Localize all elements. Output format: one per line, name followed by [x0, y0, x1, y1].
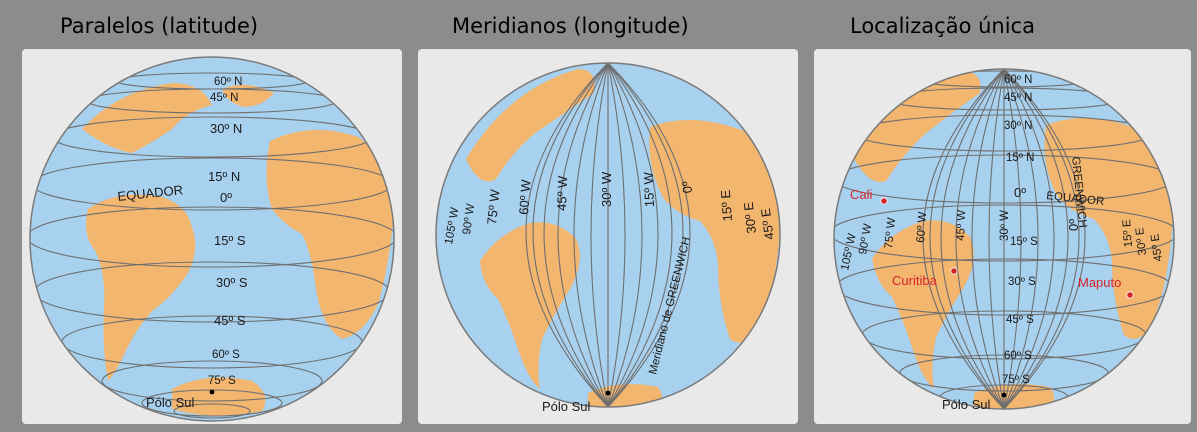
- city-marker-cali: [880, 197, 888, 205]
- globe-latitude: 60º N 45º N 30º N 15º N EQUADOR 0º 15º S…: [29, 56, 395, 422]
- label-30n: 30º N: [1004, 120, 1033, 132]
- panel-title-unique-location: Localização única: [850, 14, 1035, 38]
- label-90w: 90º W: [857, 223, 874, 256]
- label-45n: 45º N: [1004, 92, 1033, 104]
- label-15n: 15º N: [208, 169, 240, 184]
- label-polo-sul: Pólo Sul: [542, 399, 591, 414]
- label-30w: 30º W: [999, 210, 1011, 241]
- label-15n: 15º N: [1006, 152, 1035, 164]
- panel-title-longitude: Meridianos (longitude): [452, 14, 689, 38]
- globe-unique-location: 60º N 45º N 30º N 15º N GREENWICH 0º EQU…: [833, 68, 1175, 412]
- label-30e: 30º E: [741, 201, 759, 234]
- panel-longitude: 105º W 90º W 75º W 60º W 45º W 30º W 15º…: [418, 49, 798, 424]
- label-45w: 45º W: [554, 175, 570, 211]
- label-60w: 60º W: [915, 211, 929, 243]
- label-30w: 30º W: [599, 171, 614, 207]
- label-30e: 30º E: [1134, 227, 1149, 256]
- label-polo-sul: Pólo Sul: [942, 397, 991, 412]
- panel-latitude: 60º N 45º N 30º N 15º N EQUADOR 0º 15º S…: [22, 49, 402, 424]
- label-75w: 75º W: [883, 217, 898, 249]
- label-45w: 45º W: [955, 210, 968, 242]
- label-0: 0º: [220, 190, 232, 205]
- city-label-maputo: Maputo: [1078, 275, 1121, 290]
- south-pole-marker: [209, 389, 215, 395]
- label-60w: 60º W: [516, 178, 533, 215]
- label-30s: 30º S: [1008, 276, 1036, 288]
- label-75s: 75º S: [1002, 374, 1030, 386]
- city-marker-maputo: [1126, 291, 1134, 299]
- city-label-cali: Cali: [850, 187, 873, 202]
- label-30n: 30º N: [210, 121, 242, 136]
- label-45s: 45º S: [1006, 314, 1034, 326]
- label-60s: 60º S: [212, 349, 240, 361]
- label-60n: 60º N: [1004, 74, 1033, 86]
- label-15e: 15º E: [1121, 219, 1135, 248]
- label-45n: 45º N: [210, 92, 239, 104]
- south-pole-marker: [605, 390, 611, 396]
- label-15w: 15º W: [641, 171, 657, 207]
- globe-longitude: 105º W 90º W 75º W 60º W 45º W 30º W 15º…: [435, 62, 781, 414]
- label-0-meridian: 0º: [1066, 219, 1081, 231]
- label-60n: 60º N: [214, 76, 243, 88]
- panel-unique-location: 60º N 45º N 30º N 15º N GREENWICH 0º EQU…: [814, 49, 1191, 424]
- label-0-equator: 0º: [1014, 185, 1026, 200]
- label-45s: 45º S: [214, 313, 246, 328]
- label-60s: 60º S: [1004, 350, 1032, 362]
- label-15e: 15º E: [718, 189, 735, 222]
- label-15s: 15º S: [214, 233, 246, 248]
- city-marker-curitiba: [950, 267, 958, 275]
- meridians: [525, 63, 691, 407]
- label-polo-sul: Pólo Sul: [146, 395, 195, 410]
- panel-title-latitude: Paralelos (latitude): [60, 14, 259, 38]
- label-30s: 30º S: [216, 275, 248, 290]
- label-equador: EQUADOR: [117, 182, 184, 204]
- south-pole-marker: [1001, 392, 1007, 398]
- label-75s: 75º S: [208, 375, 236, 387]
- label-90w: 90º W: [461, 203, 477, 236]
- label-45e: 45º E: [758, 207, 777, 241]
- label-15s: 15º S: [1010, 236, 1038, 248]
- label-0-meridian: 0º: [679, 181, 695, 194]
- label-45e: 45º E: [1149, 233, 1165, 263]
- city-label-curitiba: Curitiba: [892, 273, 938, 288]
- label-75w: 75º W: [484, 188, 503, 225]
